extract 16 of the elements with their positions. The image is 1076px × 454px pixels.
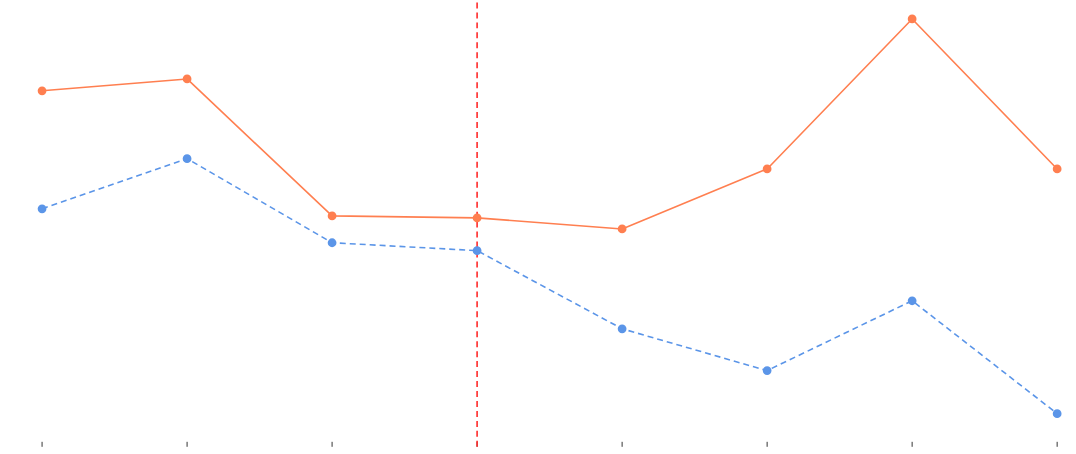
point: [37, 86, 47, 96]
point: [617, 324, 627, 334]
point: [327, 238, 337, 248]
point: [327, 211, 337, 221]
point: [762, 366, 772, 376]
point: [472, 213, 482, 223]
point: [1052, 409, 1062, 419]
point: [617, 224, 627, 234]
point: [1052, 164, 1062, 174]
point: [37, 204, 47, 214]
point: [762, 164, 772, 174]
point: [907, 296, 917, 306]
point: [182, 74, 192, 84]
point: [472, 246, 482, 256]
point: [182, 154, 192, 164]
point: [907, 14, 917, 24]
